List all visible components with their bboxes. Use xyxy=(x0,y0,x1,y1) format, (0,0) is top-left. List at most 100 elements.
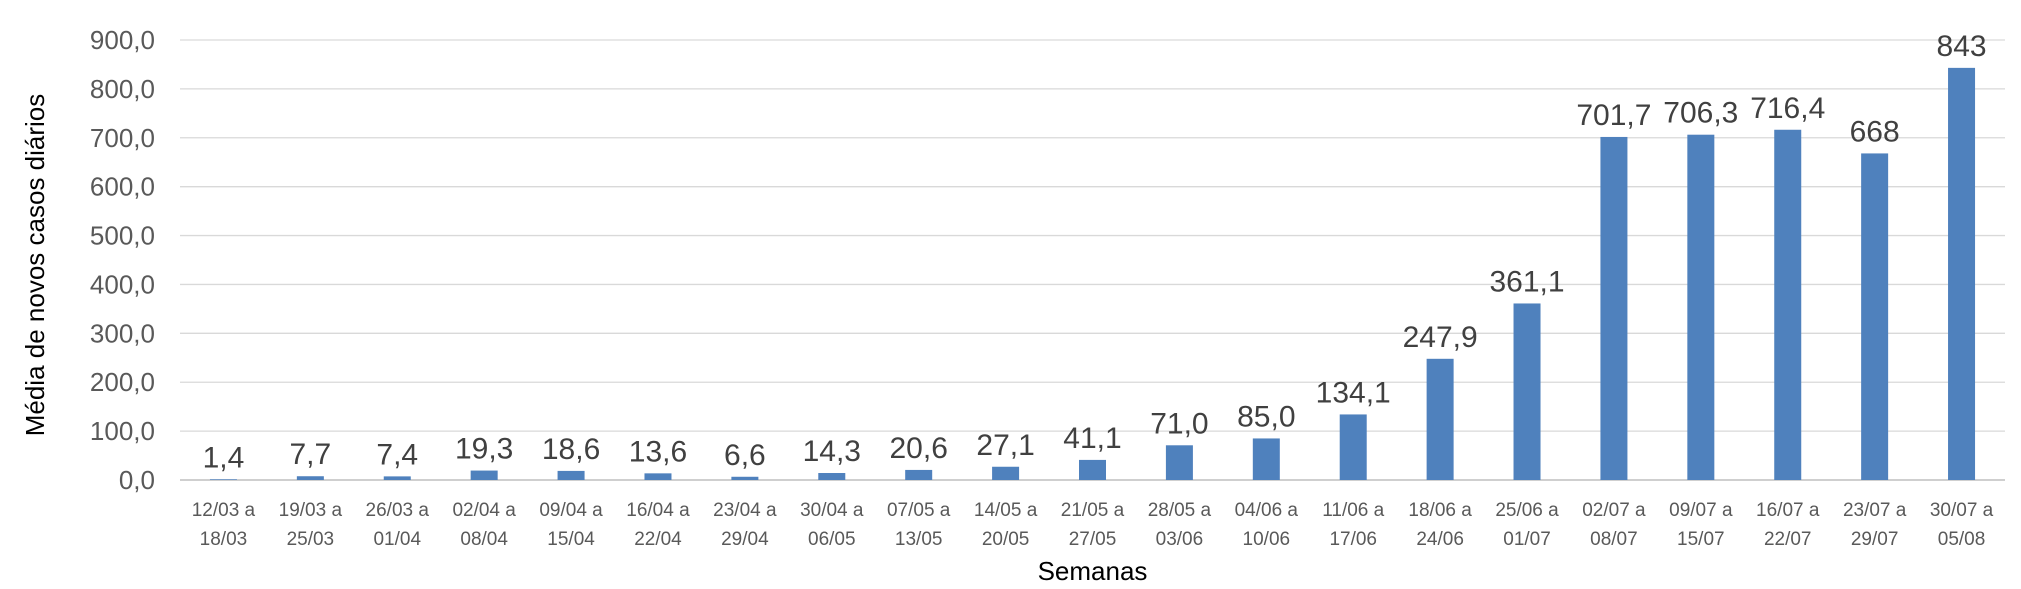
x-tick-label: 01/07 xyxy=(1503,529,1551,550)
bar xyxy=(992,466,1020,480)
data-label: 6,6 xyxy=(724,439,766,472)
bar xyxy=(1426,358,1454,480)
y-tick-label: 800,0 xyxy=(90,74,155,104)
y-axis-ticks: 0,0 100,0 200,0 300,0 400,0 500,0 600,0 700,0 80… xyxy=(90,25,155,495)
x-tick-label: 27/05 xyxy=(1069,529,1117,550)
x-tick-label: 14/05 a xyxy=(974,500,1038,521)
x-tick-label: 13/05 xyxy=(895,529,943,550)
y-axis-title: Média de novos casos diários xyxy=(20,94,50,437)
x-tick-label: 19/03 a xyxy=(279,500,343,521)
bar xyxy=(296,476,324,480)
y-tick-label: 100,0 xyxy=(90,416,155,446)
x-tick-label: 18/06 a xyxy=(1408,500,1472,521)
y-tick-label: 0,0 xyxy=(119,465,155,495)
data-label: 706,3 xyxy=(1663,97,1738,130)
x-tick-label: 23/04 a xyxy=(713,500,777,521)
y-tick-label: 700,0 xyxy=(90,123,155,153)
bar xyxy=(1513,303,1541,480)
bar xyxy=(905,469,933,480)
x-axis-title: Semanas xyxy=(1038,556,1148,586)
data-label: 41,1 xyxy=(1063,422,1121,455)
x-tick-label: 09/07 a xyxy=(1669,500,1733,521)
x-tick-label: 18/03 xyxy=(200,529,248,550)
x-tick-label: 22/07 xyxy=(1764,529,1812,550)
x-tick-label: 16/07 a xyxy=(1756,500,1820,521)
x-tick-label: 08/07 xyxy=(1590,529,1638,550)
x-tick-label: 16/04 a xyxy=(626,500,690,521)
y-tick-label: 300,0 xyxy=(90,318,155,348)
data-label: 247,9 xyxy=(1403,321,1478,354)
y-tick-label: 500,0 xyxy=(90,221,155,251)
bar xyxy=(557,470,585,480)
x-tick-label: 05/08 xyxy=(1938,529,1986,550)
data-label: 19,3 xyxy=(455,433,513,466)
data-label: 71,0 xyxy=(1150,407,1208,440)
x-tick-label: 15/04 xyxy=(547,529,595,550)
bar xyxy=(1861,153,1889,480)
bar xyxy=(209,479,237,480)
data-label: 7,4 xyxy=(376,438,418,471)
x-tick-label: 25/06 a xyxy=(1495,500,1559,521)
data-label: 701,7 xyxy=(1576,99,1651,132)
data-label: 1,4 xyxy=(203,441,245,474)
data-label: 14,3 xyxy=(803,435,861,468)
bar xyxy=(1165,445,1193,480)
x-tick-label: 17/06 xyxy=(1329,529,1377,550)
data-label: 843 xyxy=(1937,30,1987,63)
x-tick-label: 04/06 a xyxy=(1235,500,1299,521)
x-tick-label: 10/06 xyxy=(1243,529,1291,550)
x-tick-label: 23/07 a xyxy=(1843,500,1907,521)
data-label: 134,1 xyxy=(1316,376,1391,409)
data-label: 361,1 xyxy=(1489,265,1564,298)
bar xyxy=(644,473,672,480)
x-tick-label: 28/05 a xyxy=(1148,500,1212,521)
x-tick-label: 12/03 a xyxy=(192,500,256,521)
bar xyxy=(1079,459,1106,480)
x-tick-label: 26/03 a xyxy=(366,500,430,521)
y-tick-label: 600,0 xyxy=(90,172,155,202)
y-tick-label: 400,0 xyxy=(90,269,155,299)
bar xyxy=(1600,136,1628,481)
x-tick-label: 29/04 xyxy=(721,529,769,550)
x-tick-label: 03/06 xyxy=(1156,529,1204,550)
data-label: 18,6 xyxy=(542,433,600,466)
bar xyxy=(1252,438,1280,480)
bar xyxy=(1774,129,1802,480)
y-tick-label: 900,0 xyxy=(90,25,155,55)
data-label: 13,6 xyxy=(629,435,687,468)
x-tick-label: 20/05 xyxy=(982,529,1030,550)
x-tick-label: 30/07 a xyxy=(1930,500,1994,521)
x-tick-label: 29/07 xyxy=(1851,529,1899,550)
data-label: 668 xyxy=(1850,115,1900,148)
x-tick-label: 22/04 xyxy=(634,529,682,550)
x-tick-label: 02/07 a xyxy=(1582,500,1646,521)
bars xyxy=(209,67,1976,481)
data-labels: 1,4 7,7 7,4 19,3 18,6 13,6 6,6 14,3 20,6 27,1 41,1… xyxy=(203,30,1987,474)
x-tick-label: 06/05 xyxy=(808,529,856,550)
x-tick-label: 09/04 a xyxy=(539,500,603,521)
data-label: 27,1 xyxy=(976,429,1034,462)
data-label: 20,6 xyxy=(889,432,947,465)
bar xyxy=(1948,67,1976,480)
x-tick-label: 11/06 a xyxy=(1322,500,1384,521)
x-tick-label: 30/04 a xyxy=(800,500,864,521)
data-label: 716,4 xyxy=(1750,92,1825,125)
x-axis-ticks: 12/03 a 18/03 19/03 a 25/03 26/03 a 01/04 02/0… xyxy=(192,500,1994,550)
x-tick-label: 02/04 a xyxy=(452,500,516,521)
x-tick-label: 25/03 xyxy=(287,529,335,550)
x-tick-label: 08/04 xyxy=(460,529,508,550)
bar xyxy=(1339,414,1367,480)
bar xyxy=(470,470,498,480)
bar xyxy=(1687,134,1715,480)
y-tick-label: 200,0 xyxy=(90,367,155,397)
data-label: 7,7 xyxy=(289,438,331,471)
x-tick-label: 15/07 xyxy=(1677,529,1725,550)
bar xyxy=(818,473,846,480)
data-label: 85,0 xyxy=(1237,400,1295,433)
x-tick-label: 01/04 xyxy=(373,529,421,550)
x-tick-label: 21/05 a xyxy=(1061,500,1125,521)
x-tick-label: 07/05 a xyxy=(887,500,951,521)
bar xyxy=(383,476,411,480)
bar xyxy=(731,476,759,480)
